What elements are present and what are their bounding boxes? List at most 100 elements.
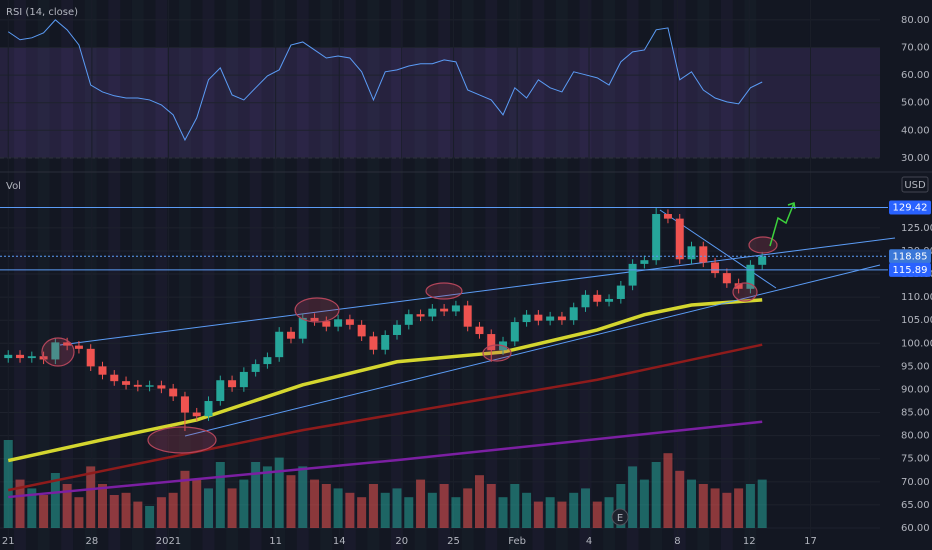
volume-label: Vol [6, 181, 21, 192]
session-stripe [179, 0, 191, 550]
candle-body [663, 214, 672, 219]
session-stripe [673, 0, 686, 550]
candle-body [51, 342, 60, 360]
volume-bar [192, 479, 202, 528]
y-tick-label: 70.00 [901, 477, 930, 488]
session-stripe [532, 0, 545, 550]
y-tick-label: 95.00 [901, 361, 930, 372]
x-tick-label: 2021 [156, 536, 181, 547]
candle-body [593, 294, 602, 302]
candle-body [652, 214, 661, 261]
moving-average [7, 298, 763, 463]
volume-bar [592, 501, 602, 528]
candle-body [169, 388, 178, 397]
session-stripe [37, 0, 50, 550]
candle-body [510, 322, 519, 342]
price-label: 118.85 [893, 251, 928, 262]
candle-body [98, 366, 107, 375]
session-stripe [61, 0, 74, 550]
volume-bar [204, 488, 214, 528]
x-tick-label: 8 [674, 536, 680, 547]
candle-body [369, 336, 378, 350]
candle-body [157, 385, 166, 389]
candle-body [451, 305, 460, 312]
session-stripe [461, 0, 474, 550]
session-stripe [202, 0, 215, 550]
candle-body [16, 354, 25, 359]
volume-bar [180, 470, 190, 528]
highlight [732, 282, 758, 302]
candle-body [345, 319, 354, 325]
session-stripe [485, 0, 498, 550]
price-label-box [889, 200, 931, 215]
x-tick-label: 14 [333, 536, 346, 547]
y-tick-label: 60.00 [901, 523, 930, 534]
currency: USD [904, 180, 926, 191]
volume-bar [698, 484, 708, 528]
volume-bar [463, 488, 473, 528]
volume-bar [675, 470, 685, 528]
volume-bar [133, 501, 143, 528]
highlight [294, 297, 340, 323]
rsi-line [7, 19, 763, 142]
candle-body [640, 260, 649, 264]
highlight [147, 426, 217, 454]
x-tick-label: 20 [395, 536, 408, 547]
candle-body [145, 385, 154, 387]
event-label: E [617, 513, 623, 524]
volume-bar [321, 484, 331, 528]
candle-body [569, 307, 578, 321]
volume-bar [522, 492, 532, 528]
event-marker [611, 508, 629, 526]
price-label: 115.89 [893, 265, 928, 276]
session-stripe [14, 0, 26, 550]
candle-body [239, 371, 248, 388]
volume-bar [62, 484, 72, 528]
volume-bar [628, 466, 638, 528]
y-tick-label: 75.00 [901, 454, 930, 465]
volume-bar [734, 488, 744, 528]
volume-bar [486, 484, 496, 528]
session-stripe [508, 0, 521, 550]
session-stripe [273, 0, 286, 550]
y-tick-label: 105.00 [901, 315, 932, 326]
candle-body [758, 256, 767, 265]
volume-bar [145, 506, 155, 528]
volume-bar [639, 479, 649, 528]
volume-bar [39, 495, 49, 528]
volume-bar [368, 484, 378, 528]
x-tick-label: 12 [743, 536, 756, 547]
volume-bar [392, 488, 402, 528]
candles [4, 207, 767, 432]
highlight [748, 236, 778, 254]
candle-body [557, 316, 566, 321]
price-label-box [889, 249, 931, 264]
candle-body [416, 314, 425, 317]
volume-bar [310, 479, 320, 528]
candle-body [381, 334, 390, 350]
volume-bar [545, 497, 555, 528]
y-tick-label: 110.00 [901, 292, 932, 303]
volume-bar [474, 475, 484, 528]
candle-body [546, 316, 555, 321]
session-stripe [226, 0, 238, 550]
y-tick-label: 50.00 [901, 98, 930, 109]
session-stripe [108, 0, 121, 550]
y-tick-label: 80.00 [901, 15, 930, 26]
session-stripe [438, 0, 451, 550]
volume-bar [27, 488, 37, 528]
highlight [482, 344, 512, 362]
volume-bar [687, 479, 697, 528]
candle-body [180, 396, 189, 413]
price-label: 129.42 [893, 202, 928, 213]
session-stripe [650, 0, 663, 550]
currency-box [901, 176, 929, 193]
candle-body [404, 314, 413, 325]
candle-body [628, 263, 637, 286]
volume-bar [663, 453, 673, 528]
y-tick-label: 60.00 [901, 70, 930, 81]
session-stripe [320, 0, 333, 550]
y-tick-label: 125.00 [901, 223, 932, 234]
volume-bar [451, 497, 461, 528]
